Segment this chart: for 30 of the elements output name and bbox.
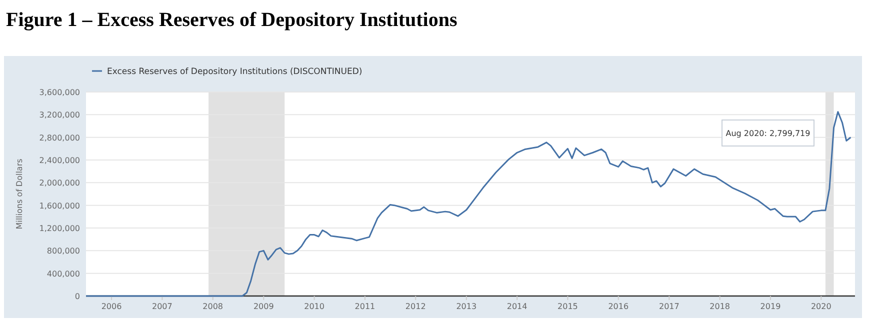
x-tick-label: 2016 [608, 302, 629, 311]
x-tick-label: 2010 [304, 302, 324, 311]
x-tick-label: 2007 [152, 302, 172, 311]
y-tick-label: 3,600,000 [39, 88, 80, 97]
line-series [85, 111, 852, 297]
x-tick-label: 2009 [253, 302, 274, 311]
x-tick-label: 2017 [658, 302, 680, 311]
chart-title: Figure 1 – Excess Reserves of Depository Institutions [6, 9, 458, 31]
y-tick-label: 2,800,000 [39, 133, 80, 142]
y-tick-label: 400,000 [46, 269, 80, 278]
y-tick-label: 1,200,000 [39, 224, 80, 233]
x-tick-label: 2012 [405, 302, 426, 311]
x-tick-label: 2014 [506, 302, 528, 311]
y-tick-label: 0 [74, 292, 80, 301]
x-tick-label: 2015 [558, 302, 578, 311]
x-tick-label: 2011 [354, 302, 376, 311]
x-tick-label: 2019 [760, 302, 781, 311]
x-tick-label: 2006 [101, 302, 122, 311]
y-tick-label: 2,400,000 [39, 156, 80, 165]
x-tick-label: 2018 [710, 302, 730, 311]
x-tick-label: 2008 [202, 302, 224, 311]
y-tick-label: 2,000,000 [39, 178, 80, 188]
annotation: Aug 2020: 2,799,719 [726, 129, 810, 138]
y-tick-label: 3,200,000 [39, 110, 80, 120]
y-axis-title: Millions of Dollars [15, 158, 24, 230]
y-tick-label: 800,000 [46, 246, 80, 256]
y-tick-label: 1,600,000 [39, 201, 80, 210]
x-tick-label: 2013 [456, 302, 477, 311]
x-tick-label: 2020 [810, 302, 832, 311]
legend-label: Excess Reserves of Depository Institutions (DISCONTINUED) [107, 67, 362, 77]
